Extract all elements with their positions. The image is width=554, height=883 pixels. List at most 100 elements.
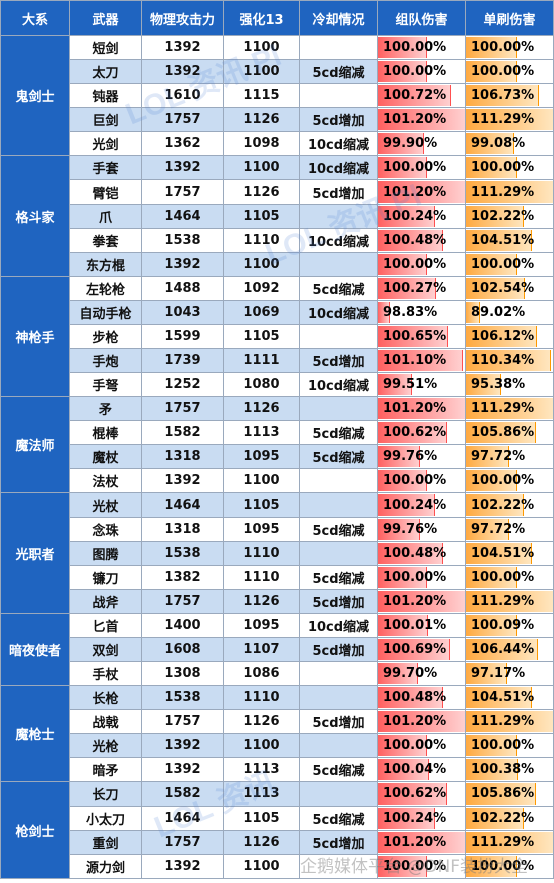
solo-damage-bar bbox=[466, 133, 514, 155]
cooldown-cell: 10cd缩减 bbox=[299, 227, 378, 253]
team-damage-value: 101.20% bbox=[383, 593, 447, 609]
enhance-13-cell: 1111 bbox=[223, 348, 300, 374]
team-damage-bar bbox=[378, 374, 412, 396]
enhance-13-cell: 1126 bbox=[223, 396, 300, 422]
weapon-cell: 魔杖 bbox=[69, 444, 142, 470]
solo-damage-cell: 100.00% bbox=[465, 59, 554, 85]
table-row: 爪 1464 1105 100.24% 102.22% bbox=[1, 203, 554, 229]
enhance-13-cell: 1107 bbox=[223, 636, 300, 663]
team-damage-bar bbox=[378, 325, 449, 348]
enhance-13-cell: 1105 bbox=[223, 203, 300, 229]
cooldown-cell: 10cd缩减 bbox=[299, 612, 378, 638]
solo-damage-bar bbox=[466, 831, 553, 853]
solo-damage-cell: 95.38% bbox=[465, 372, 554, 398]
cooldown-cell bbox=[299, 540, 378, 566]
team-damage-bar bbox=[378, 350, 463, 372]
solo-damage-cell: 100.00% bbox=[465, 155, 554, 181]
team-damage-value: 99.76% bbox=[383, 521, 438, 537]
team-damage-cell: 99.70% bbox=[377, 661, 466, 687]
solo-damage-value: 100.00% bbox=[471, 473, 535, 489]
physical-attack-cell: 1488 bbox=[141, 275, 224, 301]
solo-damage-bar bbox=[466, 711, 553, 733]
table-row: 臂铠 1757 1126 5cd增加 101.20% 111.29% bbox=[1, 179, 554, 205]
enhance-13-cell: 1113 bbox=[223, 781, 300, 807]
physical-attack-cell: 1464 bbox=[141, 805, 224, 831]
cooldown-cell bbox=[299, 83, 378, 109]
table-row: 源力剑 1392 1100 100.00% 100.00% bbox=[1, 853, 554, 880]
weapon-cell: 拳套 bbox=[69, 227, 142, 253]
table-row: 双剑 1608 1107 5cd增加 100.69% 106.44% bbox=[1, 636, 554, 663]
team-damage-cell: 98.83% bbox=[377, 299, 466, 325]
physical-attack-cell: 1538 bbox=[141, 227, 224, 253]
team-damage-cell: 100.00% bbox=[377, 34, 466, 61]
team-damage-cell: 99.90% bbox=[377, 131, 466, 157]
team-damage-value: 100.00% bbox=[383, 738, 447, 754]
solo-damage-value: 104.51% bbox=[471, 690, 535, 706]
table-row: 小太刀 1464 1105 5cd缩减 100.24% 102.22% bbox=[1, 805, 554, 831]
team-damage-cell: 100.62% bbox=[377, 420, 466, 446]
team-damage-bar bbox=[378, 783, 448, 805]
team-damage-bar bbox=[378, 277, 437, 299]
solo-damage-bar bbox=[466, 614, 517, 636]
header-solo-damage: 单刷伤害 bbox=[465, 0, 554, 36]
weapon-cell: 东方棍 bbox=[69, 251, 142, 277]
weapon-cell: 光剑 bbox=[69, 131, 142, 157]
team-damage-cell: 100.72% bbox=[377, 83, 466, 109]
team-damage-bar bbox=[378, 735, 428, 757]
solo-damage-bar bbox=[466, 807, 524, 829]
table-row: 手炮 1739 1111 5cd增加 101.10% 110.34% bbox=[1, 348, 554, 374]
weapon-cell: 自动手枪 bbox=[69, 299, 142, 325]
team-damage-value: 99.51% bbox=[383, 377, 438, 393]
solo-damage-bar bbox=[466, 229, 532, 251]
header-enhance-13: 强化13 bbox=[223, 0, 300, 36]
cooldown-cell: 5cd增加 bbox=[299, 709, 378, 735]
weapon-cell: 手套 bbox=[69, 155, 142, 181]
weapon-cell: 手弩 bbox=[69, 372, 142, 398]
team-damage-bar bbox=[378, 470, 428, 492]
solo-damage-bar bbox=[466, 663, 508, 685]
enhance-13-cell: 1105 bbox=[223, 492, 300, 518]
team-damage-cell: 100.24% bbox=[377, 805, 466, 831]
team-damage-value: 100.48% bbox=[383, 690, 447, 706]
weapon-cell: 镰刀 bbox=[69, 564, 142, 590]
solo-damage-value: 100.00% bbox=[471, 858, 535, 874]
team-damage-bar bbox=[378, 85, 451, 107]
solo-damage-bar bbox=[466, 638, 538, 661]
cooldown-cell bbox=[299, 492, 378, 518]
solo-damage-bar bbox=[466, 518, 510, 540]
enhance-13-cell: 1086 bbox=[223, 661, 300, 687]
team-damage-value: 100.00% bbox=[383, 858, 447, 874]
enhance-13-cell: 1100 bbox=[223, 468, 300, 494]
solo-damage-bar bbox=[466, 325, 537, 348]
table-row: 魔法师矛 1757 1126 101.20% 111.29% bbox=[0, 396, 554, 494]
category-cell: 光职者 bbox=[0, 492, 70, 614]
solo-damage-cell: 111.29% bbox=[465, 829, 554, 855]
team-damage-cell: 100.00% bbox=[377, 853, 466, 880]
team-damage-cell: 100.48% bbox=[377, 685, 466, 711]
weapon-cell: 手杖 bbox=[69, 661, 142, 687]
team-damage-cell: 100.00% bbox=[377, 251, 466, 277]
physical-attack-cell: 1318 bbox=[141, 444, 224, 470]
team-damage-bar bbox=[378, 181, 465, 203]
enhance-13-cell: 1080 bbox=[223, 372, 300, 398]
solo-damage-value: 100.00% bbox=[471, 64, 535, 80]
table-row: 暗夜使者 匕首 1400 1095 10cd缩减 100.01% 100.09% bbox=[0, 612, 554, 687]
physical-attack-cell: 1538 bbox=[141, 685, 224, 711]
team-damage-bar bbox=[378, 109, 465, 131]
table-row: 自动手枪 1043 1069 10cd缩减 98.83% 89.02% bbox=[1, 299, 554, 325]
solo-damage-bar bbox=[466, 783, 537, 805]
team-damage-bar bbox=[378, 398, 465, 420]
physical-attack-cell: 1757 bbox=[141, 829, 224, 855]
table-row: 镰刀 1382 1110 5cd缩减 100.00% 100.00% bbox=[1, 564, 554, 590]
solo-damage-cell: 100.00% bbox=[465, 34, 554, 61]
weapon-cell: 矛 bbox=[69, 396, 142, 422]
cooldown-cell bbox=[299, 396, 378, 422]
team-damage-cell: 101.20% bbox=[377, 396, 466, 422]
solo-damage-bar bbox=[466, 494, 524, 516]
footer-watermark: 企鹅媒体平台 @DNF装扮大全 bbox=[300, 857, 528, 877]
team-damage-value: 100.27% bbox=[383, 280, 447, 296]
team-damage-bar bbox=[378, 542, 443, 564]
team-damage-bar bbox=[378, 61, 428, 83]
enhance-13-cell: 1095 bbox=[223, 444, 300, 470]
team-damage-value: 98.83% bbox=[383, 304, 438, 320]
